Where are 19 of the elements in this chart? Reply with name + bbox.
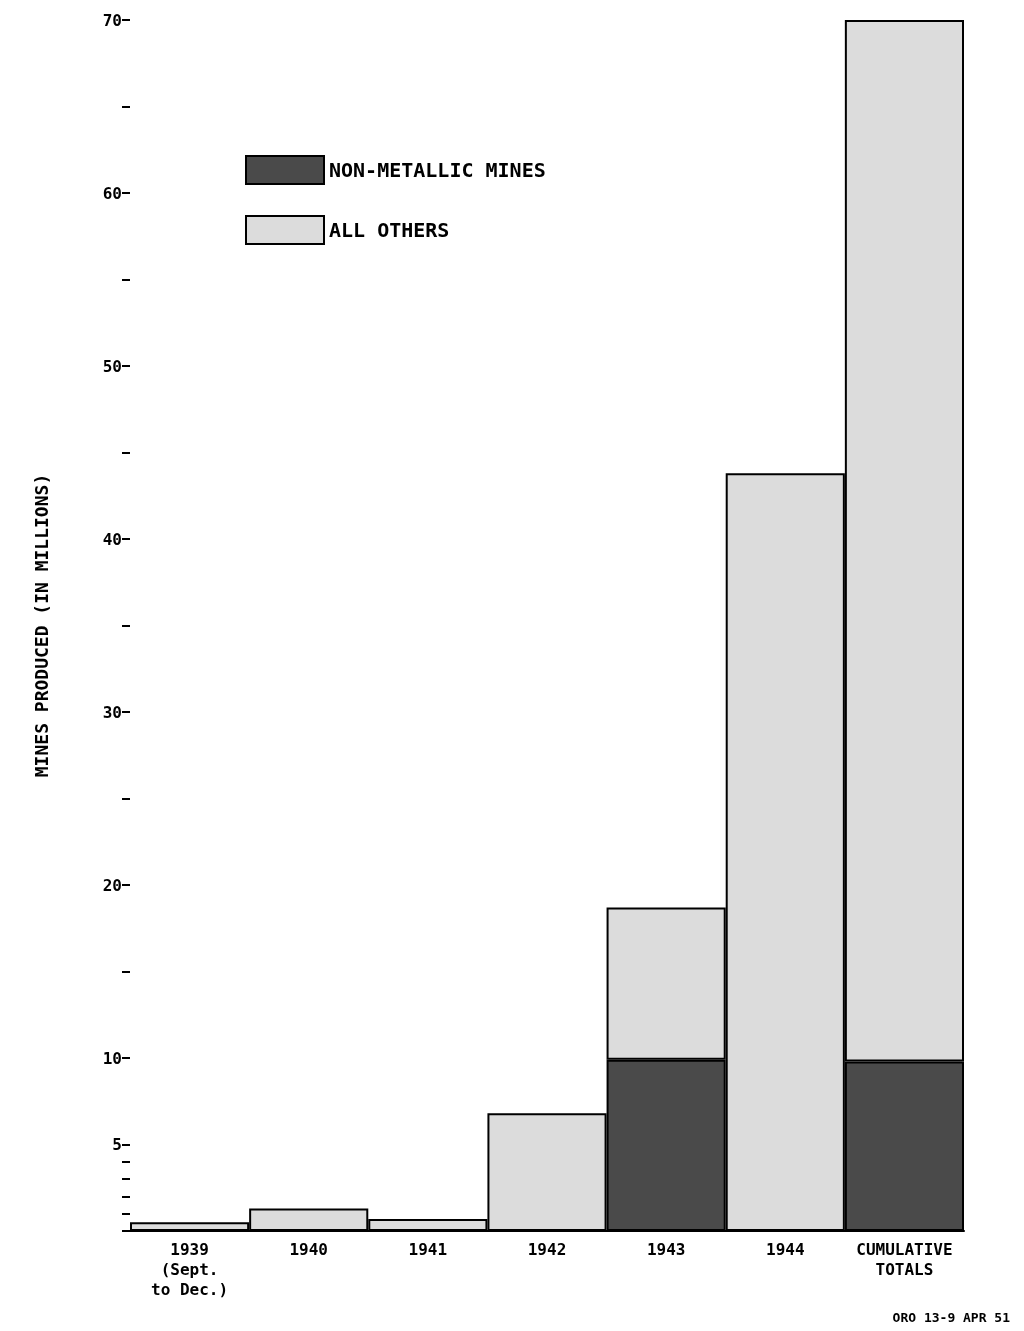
y-tick-label: 70 — [102, 10, 122, 30]
x-tick-label: 1944 — [766, 1239, 805, 1259]
y-tick-label: 50 — [102, 356, 122, 376]
x-tick-label: 1942 — [527, 1239, 567, 1259]
x-tick-label: 1940 — [289, 1239, 328, 1259]
y-tick-label: 60 — [102, 183, 122, 203]
x-tick-label: 1939 (Sept. to Dec.) — [151, 1239, 229, 1299]
x-tick-label: 1941 — [408, 1239, 448, 1259]
y-tick-label: 5 — [112, 1135, 122, 1154]
y-tick-label: 30 — [102, 702, 122, 722]
y-tick-label: 20 — [102, 875, 122, 895]
legend-label: ALL OTHERS — [329, 218, 450, 242]
y-tick-label: 40 — [102, 529, 122, 549]
x-tick-label: CUMULATIVE TOTALS — [856, 1239, 953, 1279]
y-tick-label: 10 — [102, 1048, 122, 1068]
text: ORO 13-9 APR 51 — [892, 1310, 1010, 1325]
y-axis-title: MINES PRODUCED (IN MILLIONS) — [30, 473, 52, 778]
legend-label: NON-METALLIC MINES — [329, 158, 546, 182]
x-tick-label: 1943 — [646, 1239, 686, 1259]
